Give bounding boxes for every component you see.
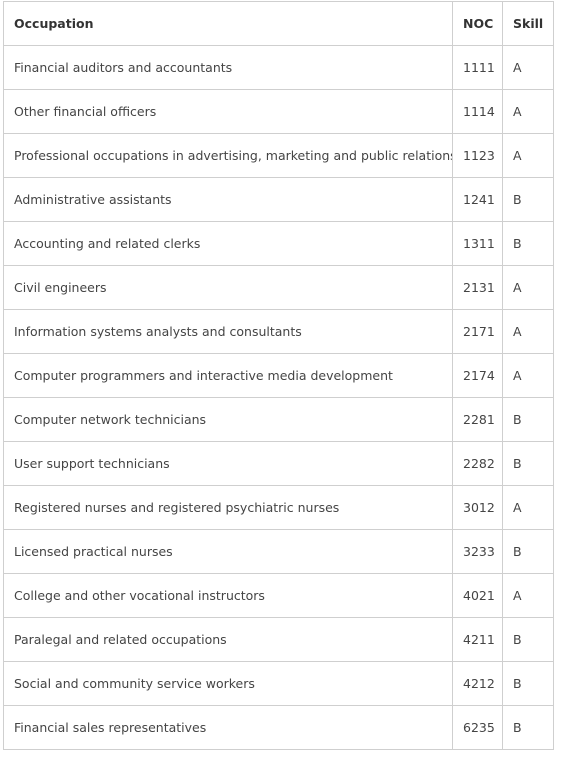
occupation-cell: User support technicians — [3, 441, 453, 486]
header-cell: Occupation — [3, 1, 453, 46]
table-row: Accounting and related clerks 1311 B — [3, 221, 554, 266]
occupation-cell: Civil engineers — [3, 265, 453, 310]
noc-cell: 1311 — [452, 221, 503, 266]
skill-cell: A — [502, 89, 554, 134]
table-row: Social and community service workers 4212… — [3, 661, 554, 706]
noc-cell: 2282 — [452, 441, 503, 486]
occupation-cell: Computer programmers and interactive med… — [3, 353, 453, 398]
noc-cell: 2131 — [452, 265, 503, 310]
skill-cell: A — [502, 309, 554, 354]
skill-cell: A — [502, 133, 554, 178]
noc-cell: 4211 — [452, 617, 503, 662]
table-row: College and other vocational instructors… — [3, 573, 554, 618]
table-row: Licensed practical nurses 3233 B — [3, 529, 554, 574]
table-row: Computer programmers and interactive med… — [3, 353, 554, 398]
noc-cell: 4021 — [452, 573, 503, 618]
skill-cell: B — [502, 177, 554, 222]
occupation-cell: Paralegal and related occupations — [3, 617, 453, 662]
skill-cell: B — [502, 397, 554, 442]
noc-cell: 4212 — [452, 661, 503, 706]
skill-cell: A — [502, 485, 554, 530]
noc-cell: 1241 — [452, 177, 503, 222]
occupation-cell: Financial sales representatives — [3, 705, 453, 750]
table-row: Financial sales representatives 6235 B — [3, 705, 554, 750]
skill-cell: B — [502, 529, 554, 574]
noc-cell: 1114 — [452, 89, 503, 134]
occupation-cell: Licensed practical nurses — [3, 529, 453, 574]
occupation-cell: College and other vocational instructors — [3, 573, 453, 618]
table-row: Other financial officers 1114 A — [3, 89, 554, 134]
skill-cell: A — [502, 45, 554, 90]
skill-cell: B — [502, 705, 554, 750]
noc-cell: 1111 — [452, 45, 503, 90]
noc-cell: 1123 — [452, 133, 503, 178]
occupation-cell: Other financial officers — [3, 89, 453, 134]
table-row: Information systems analysts and consult… — [3, 309, 554, 354]
skill-cell: A — [502, 265, 554, 310]
noc-cell: 3233 — [452, 529, 503, 574]
skill-cell: A — [502, 573, 554, 618]
noc-cell: 2171 — [452, 309, 503, 354]
table-row: Computer network technicians 2281 B — [3, 397, 554, 442]
skill-cell: B — [502, 617, 554, 662]
occupation-cell: Professional occupations in advertising,… — [3, 133, 453, 178]
occupation-cell: Registered nurses and registered psychia… — [3, 485, 453, 530]
table-row: Professional occupations in advertising,… — [3, 133, 554, 178]
table-row: User support technicians 2282 B — [3, 441, 554, 486]
table-row: Civil engineers 2131 A — [3, 265, 554, 310]
header-row: Occupation NOC Skill — [3, 1, 554, 46]
table-row: Paralegal and related occupations 4211 B — [3, 617, 554, 662]
table-row: Financial auditors and accountants 1111 A — [3, 45, 554, 90]
occupation-cell: Information systems analysts and consult… — [3, 309, 453, 354]
skill-cell: B — [502, 661, 554, 706]
table-row: Registered nurses and registered psychia… — [3, 485, 554, 530]
occupation-cell: Social and community service workers — [3, 661, 453, 706]
occupation-table: Occupation NOC Skill Financial auditors … — [3, 1, 554, 750]
noc-cell: 2281 — [452, 397, 503, 442]
occupation-cell: Financial auditors and accountants — [3, 45, 453, 90]
occupation-cell: Computer network technicians — [3, 397, 453, 442]
skill-cell: A — [502, 353, 554, 398]
table-body: Financial auditors and accountants 1111 A O… — [3, 45, 554, 750]
occupation-cell: Administrative assistants — [3, 177, 453, 222]
noc-cell: 3012 — [452, 485, 503, 530]
skill-cell: B — [502, 221, 554, 266]
skill-cell: B — [502, 441, 554, 486]
occupation-cell: Accounting and related clerks — [3, 221, 453, 266]
noc-cell: 2174 — [452, 353, 503, 398]
table-row: Administrative assistants 1241 B — [3, 177, 554, 222]
noc-cell: 6235 — [452, 705, 503, 750]
header-cell: Skill — [502, 1, 554, 46]
header-cell: NOC — [452, 1, 503, 46]
